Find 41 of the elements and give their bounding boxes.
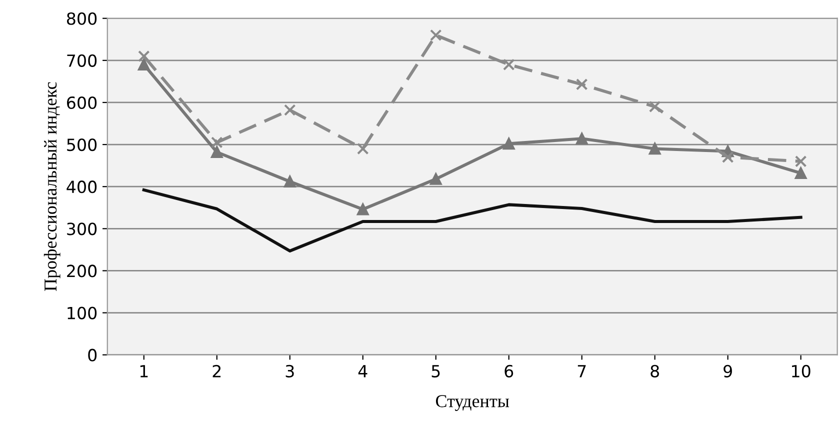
y-tick-label: 100	[68, 306, 97, 320]
line-series	[142, 188, 802, 252]
point	[284, 176, 296, 188]
y-tick-label: 700	[67, 54, 97, 67]
x-axis-title: Студенты	[436, 395, 510, 411]
y-tick-label: 800	[66, 12, 97, 25]
point	[210, 146, 223, 158]
point	[648, 142, 661, 155]
x-tick-label: 10	[792, 364, 810, 378]
point	[648, 100, 661, 113]
point	[576, 132, 588, 145]
x-tick-label: 1	[140, 365, 148, 378]
point	[430, 29, 442, 42]
x-tick-label: 7	[578, 365, 586, 378]
point	[138, 58, 150, 71]
point	[430, 173, 442, 185]
point	[210, 136, 223, 148]
point	[356, 203, 369, 216]
x-tick-label: 2	[212, 364, 221, 378]
point	[502, 58, 515, 71]
y-tick-label: 0	[88, 348, 97, 362]
x-tick-label: 5	[432, 365, 440, 378]
point	[356, 142, 369, 155]
point	[502, 138, 515, 150]
y-tick-label: 600	[67, 96, 97, 110]
x-tick-label: 8	[650, 364, 659, 378]
point	[794, 155, 807, 168]
y-tick-label: 200	[67, 264, 97, 278]
y-axis-title: Профессиональный индекс	[44, 82, 60, 292]
point	[138, 50, 150, 62]
point	[284, 104, 296, 116]
point	[794, 167, 807, 180]
x-tick-label: 3	[286, 364, 294, 378]
y-tick-label: 300	[67, 222, 97, 236]
y-tick-label: 400	[66, 180, 97, 194]
point	[576, 78, 588, 90]
y-tick-label: 500	[67, 138, 97, 152]
x-tick-label: 4	[358, 365, 368, 378]
x-tick-label: 9	[724, 364, 732, 378]
point	[722, 151, 734, 164]
x-tick-label: 6	[504, 364, 514, 378]
